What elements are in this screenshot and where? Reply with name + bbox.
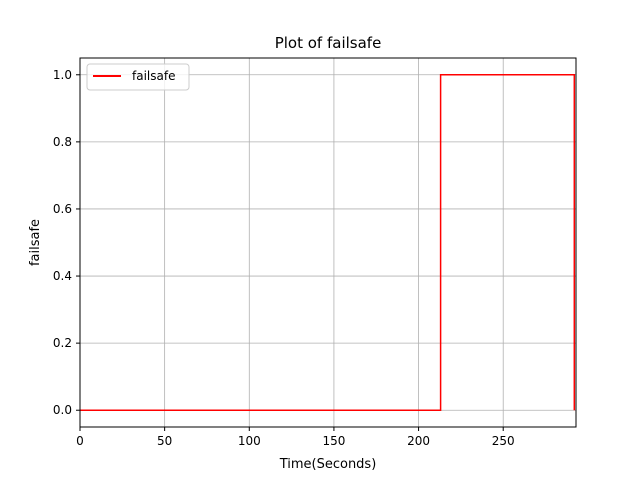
y-tick-label: 0.4 <box>53 269 72 283</box>
y-tick-label: 0.8 <box>53 135 72 149</box>
y-tick-label: 0.2 <box>53 336 72 350</box>
legend: failsafe <box>86 63 190 91</box>
x-tick-label: 50 <box>157 434 172 448</box>
x-tick-label: 150 <box>322 434 345 448</box>
series-line-failsafe <box>80 74 576 411</box>
x-tick-label: 0 <box>76 434 84 448</box>
x-tick-label: 100 <box>238 434 261 448</box>
legend-label: failsafe <box>132 69 175 83</box>
grid <box>79 58 576 427</box>
x-axis-label: Time(Seconds) <box>279 457 377 472</box>
x-tick-label: 200 <box>407 434 430 448</box>
legend-box <box>86 63 190 91</box>
series-layer <box>80 74 576 411</box>
y-axis-label: failsafe <box>28 219 43 266</box>
ticks: 0 50 100 150 200 250 0.0 0.2 0.4 0.6 0.8 1.0 <box>53 68 515 448</box>
plot-frame <box>79 57 577 428</box>
y-tick-label: 1.0 <box>53 68 72 82</box>
y-tick-label: 0.0 <box>53 403 72 417</box>
chart-title: Plot of failsafe <box>275 34 382 52</box>
y-tick-label: 0.6 <box>53 202 72 216</box>
x-tick-label: 250 <box>492 434 515 448</box>
